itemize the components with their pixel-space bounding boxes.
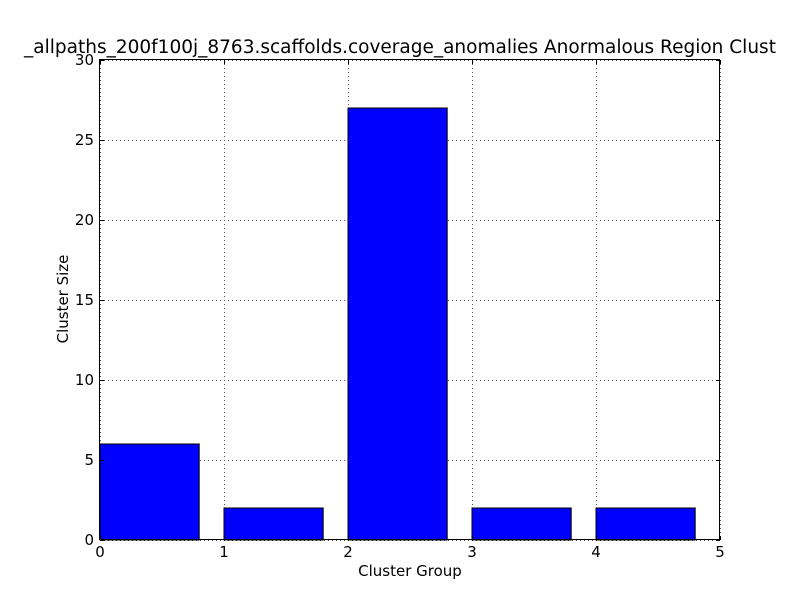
- y-tick-label: 10: [75, 371, 94, 389]
- bar-4: [595, 507, 696, 541]
- bar-2: [347, 107, 448, 541]
- bar-3: [471, 507, 572, 541]
- x-axis-label: Cluster Group: [358, 562, 462, 580]
- axis-ticks: 0 1 2 3 4 5 0 5 10 15 20 25 30: [75, 51, 725, 561]
- x-tick-label: 3: [467, 543, 477, 561]
- y-tick-label: 0: [84, 531, 94, 549]
- bars: [99, 107, 696, 541]
- x-tick-label: 4: [591, 543, 601, 561]
- x-tick-label: 2: [343, 543, 353, 561]
- plot-frame: [99, 59, 720, 540]
- y-tick-label: 25: [75, 131, 94, 149]
- bar-1: [223, 507, 324, 541]
- x-tick-label: 5: [715, 543, 725, 561]
- y-tick-label: 20: [75, 211, 94, 229]
- y-tick-label: 5: [84, 451, 94, 469]
- x-tick-label: 0: [95, 543, 105, 561]
- bar-0: [99, 443, 200, 541]
- y-tick-label: 30: [75, 51, 94, 69]
- y-tick-label: 15: [75, 291, 94, 309]
- x-tick-label: 1: [219, 543, 229, 561]
- chart-title: _allpaths_200f100j_8763.scaffolds.covera…: [23, 37, 776, 58]
- y-axis-label: Cluster Size: [54, 255, 72, 344]
